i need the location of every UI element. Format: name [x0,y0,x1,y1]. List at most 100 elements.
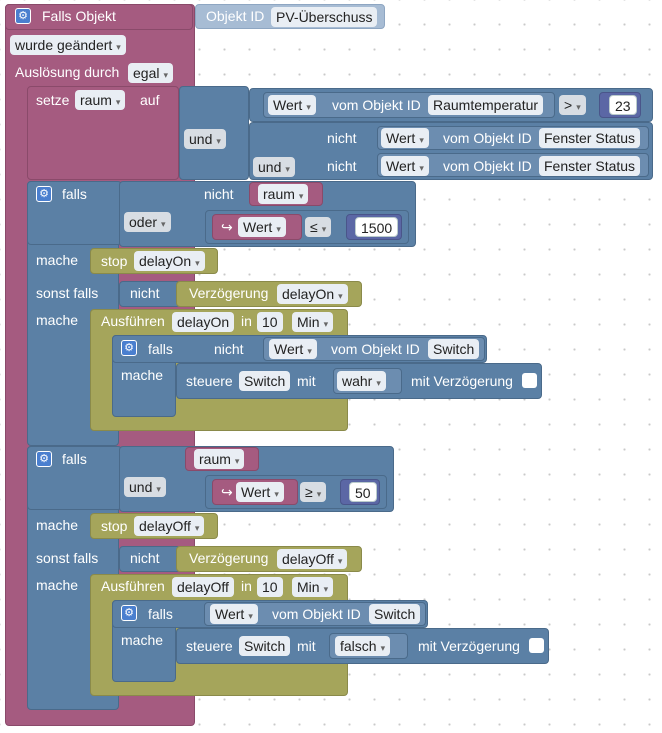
execute-label-1: Ausführen [101,313,165,329]
stop-timer-dropdown-1[interactable]: delayOn ▾ [134,251,205,271]
or-value: oder [129,214,158,230]
state-value-dropdown-2[interactable]: Wert ▾ [236,482,284,502]
from-object-label-1: vom Objekt ID [332,97,421,113]
object-id-field[interactable]: PV-Überschuss [271,7,378,27]
variable-value-1: raum [263,186,295,202]
execute-timer-field-2[interactable]: delayOff [172,577,234,597]
if-label-2: falls [62,451,87,467]
and-value-2: und [258,159,282,175]
and-value-1: und [189,131,213,147]
and-dropdown-3[interactable]: und ▾ [124,477,166,497]
value-dropdown-3[interactable]: Wert ▾ [381,156,429,176]
duration-field-2[interactable]: 10 [257,577,283,597]
object-id-3[interactable]: Fenster Status [539,156,641,176]
else-if-label-1: sonst falls [36,285,99,301]
not-block-1[interactable] [119,281,181,307]
trigger-title: Falls Objekt [42,8,116,24]
number-field-1[interactable]: 23 [609,95,637,115]
gear-icon[interactable]: ⚙ [36,451,52,467]
gear-icon[interactable]: ⚙ [121,605,137,621]
chevron-down-icon: ▾ [248,611,253,621]
do-label-1: mache [36,252,79,268]
with-label-1: mit [297,373,316,389]
execute-timer-field-1[interactable]: delayOn [172,312,235,332]
bool-dropdown-1[interactable]: wahr ▾ [337,371,386,391]
inner-value-dropdown-1[interactable]: Wert ▾ [269,339,317,359]
set-variable-dropdown[interactable]: raum ▾ [75,90,126,110]
gear-icon[interactable]: ⚙ [15,8,31,24]
unit-dropdown-2[interactable]: Min ▾ [292,577,334,597]
inner-object-id-2[interactable]: Switch [369,604,421,624]
operator-1: > [564,97,573,113]
and-dropdown-1[interactable]: und ▾ [184,129,226,149]
not-block-2[interactable] [119,546,181,572]
gear-icon[interactable]: ⚙ [36,186,52,202]
bool-value-1: wahr [342,373,373,389]
do-label-3: mache [36,517,79,533]
set-variable-value: raum [80,92,112,108]
bool-dropdown-2[interactable]: falsch ▾ [335,636,391,656]
chevron-down-icon: ▾ [115,97,121,107]
object-id-2[interactable]: Fenster Status [539,128,641,148]
delay-checkbox-2[interactable] [529,638,544,653]
condition-dropdown[interactable]: wurde geändert ▾ [10,35,126,55]
from-object-label-3: vom Objekt ID [443,158,532,174]
chevron-down-icon: ▾ [216,136,221,146]
inner-value-2: Wert [215,606,245,622]
chevron-down-icon: ▾ [195,258,200,268]
delay-timer-value-2: delayOff [282,551,334,567]
trigger-by-dropdown[interactable]: egal ▾ [128,63,173,83]
chevron-down-icon: ▾ [576,102,581,112]
not-label-4: nicht [130,285,160,301]
inner-object-id-1[interactable]: Switch [428,339,480,359]
delay-label-2: Verzögerung [189,550,269,566]
delay-timer-dropdown-1[interactable]: delayOn ▾ [277,284,348,304]
value-3: Wert [386,158,416,174]
chevron-down-icon: ▾ [163,70,168,80]
chevron-down-icon: ▾ [306,102,311,112]
in-label-1: in [241,313,252,329]
unit-dropdown-1[interactable]: Min ▾ [292,312,334,332]
chevron-down-icon: ▾ [116,42,121,52]
arrow-icon: ↪ [221,484,233,500]
chevron-down-icon: ▾ [298,191,304,201]
value-dropdown-1[interactable]: Wert ▾ [268,95,316,115]
object-id-1[interactable]: Raumtemperatur [428,95,544,115]
chevron-down-icon: ▾ [338,291,343,301]
control-label-1: steuere [186,373,233,389]
not-label-3: nicht [204,186,234,202]
operator-dropdown-3[interactable]: ≥ ▾ [300,482,327,502]
variable-dropdown-1[interactable]: raum ▾ [258,184,309,204]
condition-value: wurde geändert [15,37,113,53]
or-dropdown[interactable]: oder ▾ [124,212,171,232]
gear-icon[interactable]: ⚙ [121,340,137,356]
stop-timer-dropdown-2[interactable]: delayOff ▾ [134,516,205,536]
variable-value-2: raum [199,451,231,467]
number-field-3[interactable]: 50 [349,482,377,502]
chevron-down-icon: ▾ [285,164,290,174]
inner-value-dropdown-2[interactable]: Wert ▾ [210,604,258,624]
stop-label-2: stop [101,518,128,534]
number-field-2[interactable]: 1500 [355,217,399,237]
trigger-by-value: egal [133,65,160,81]
value-dropdown-2[interactable]: Wert ▾ [381,128,429,148]
control-object-2[interactable]: Switch [239,636,291,656]
control-object-1[interactable]: Switch [239,371,291,391]
do-label-2: mache [36,312,79,328]
arrow-icon: ↪ [221,219,233,235]
stop-timer-value-1: delayOn [139,253,192,269]
chevron-down-icon: ▾ [376,378,381,388]
inner-from-object-1: vom Objekt ID [331,341,420,357]
and-dropdown-2[interactable]: und ▾ [253,157,295,177]
delay-checkbox-1[interactable] [522,373,537,388]
chevron-down-icon: ▾ [419,135,424,145]
operator-dropdown-2[interactable]: ≤ ▾ [305,217,332,237]
delay-timer-dropdown-2[interactable]: delayOff ▾ [277,549,348,569]
operator-dropdown-1[interactable]: > ▾ [559,95,586,115]
set-label: setze [36,92,70,108]
state-value-dropdown-1[interactable]: Wert ▾ [238,217,286,237]
value-1: Wert [273,97,303,113]
duration-field-1[interactable]: 10 [257,312,283,332]
variable-dropdown-2[interactable]: raum ▾ [194,449,245,469]
control-label-2: steuere [186,638,233,654]
